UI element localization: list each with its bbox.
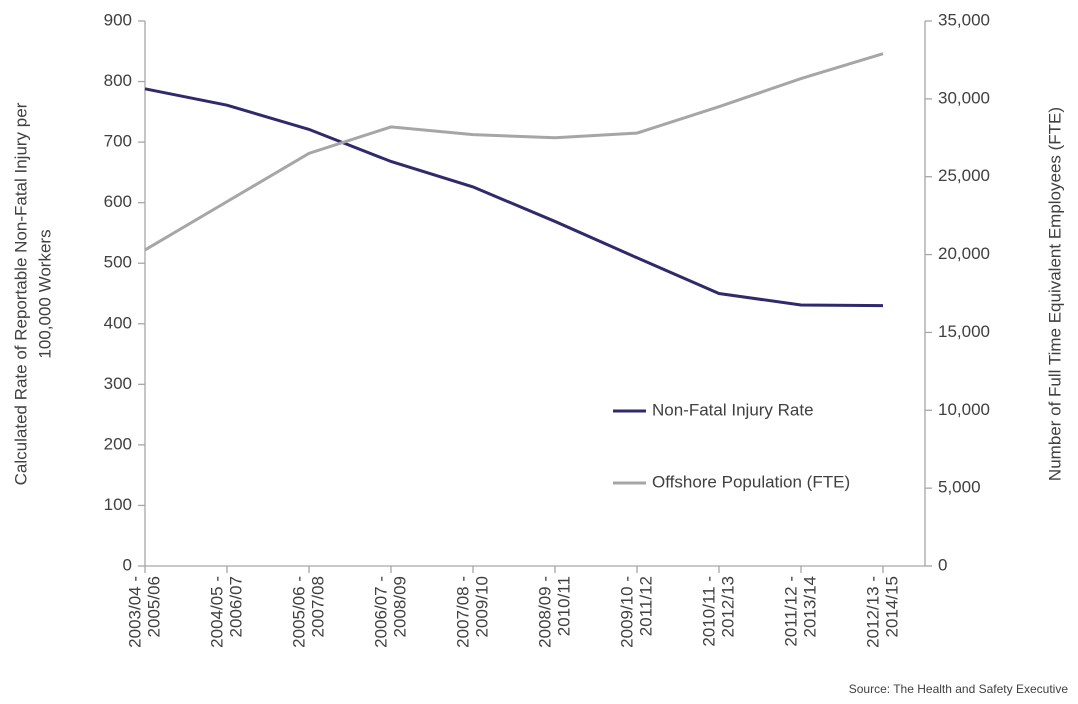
y2-tick-label: 30,000 <box>938 88 990 107</box>
source: Source: The Health and Safety Executive <box>849 682 1069 696</box>
y-tick-label: 200 <box>104 434 132 453</box>
y2-tick-label: 15,000 <box>938 322 990 341</box>
x-tick-label: 2011/12 - <box>781 576 800 647</box>
y-tick-label: 0 <box>123 555 132 574</box>
y-axis-title: Calculated Rate of Reportable Non-Fatal … <box>11 102 30 485</box>
y2-tick-label: 20,000 <box>938 244 990 263</box>
legend-label: Non-Fatal Injury Rate <box>652 400 814 419</box>
line-series <box>144 87 884 308</box>
y-tick-label: 500 <box>104 253 132 272</box>
x-tick-label: 2004/05 - <box>207 576 226 648</box>
y-axis-title: 100,000 Workers <box>35 229 54 358</box>
y2-tick-label: 5,000 <box>938 478 981 497</box>
x-tick-label: 2008/09 <box>390 576 409 637</box>
x-tick-label: 2005/06 - <box>289 576 308 648</box>
y-tick-label: 100 <box>104 495 132 514</box>
x-tick-label: 2010/11 <box>554 576 573 636</box>
y2-tick-label: 35,000 <box>938 10 990 29</box>
x-tick-label: 2007/08 <box>308 576 327 637</box>
y-tick-label: 400 <box>104 313 132 332</box>
x-tick-label: 2013/14 <box>800 576 819 637</box>
y2-tick-label: 25,000 <box>938 166 990 185</box>
y-tick-label: 300 <box>104 374 132 393</box>
x-tick-label: 2011/12 <box>636 576 655 636</box>
y-tick-label: 900 <box>104 10 132 29</box>
x-tick-label: 2012/13 <box>718 576 737 637</box>
x-tick-label: 2008/09 - <box>535 576 554 648</box>
y-tick-label: 700 <box>104 132 132 151</box>
x-tick-label: 2009/10 - <box>617 576 636 648</box>
x-tick-label: 2014/15 <box>882 576 901 637</box>
x-tick-label: 2006/07 - <box>371 576 390 648</box>
x-tick-label: 2009/10 <box>472 576 491 637</box>
x-tick-label: 2005/06 <box>144 576 163 637</box>
x-tick-label: 2010/11 - <box>699 576 718 647</box>
x-tick-label: 2012/13 - <box>863 576 882 648</box>
x-tick-label: 2003/04 - <box>125 576 144 648</box>
x-tick-label: 2007/08 - <box>453 576 472 648</box>
line-series <box>144 52 884 252</box>
y-tick-label: 600 <box>104 192 132 211</box>
x-tick-label: 2006/07 <box>226 576 245 637</box>
y2-axis-title: Number of Full Time Equivalent Employees… <box>1045 107 1064 481</box>
y-tick-label: 800 <box>104 71 132 90</box>
legend-label: Offshore Population (FTE) <box>652 472 850 491</box>
y2-tick-label: 10,000 <box>938 400 990 419</box>
y2-tick-label: 0 <box>938 555 947 574</box>
